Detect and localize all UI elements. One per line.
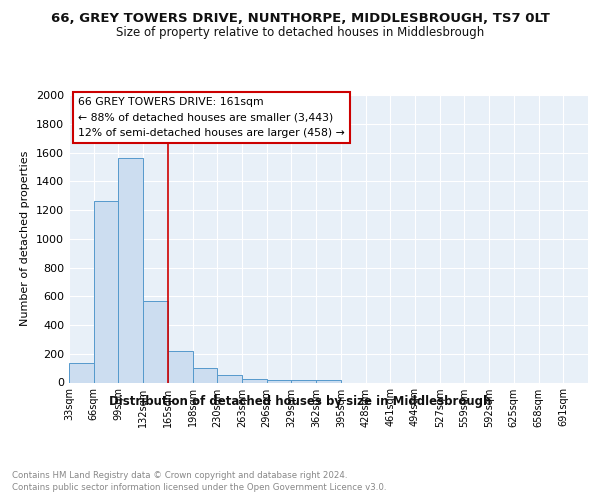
Bar: [168, 351, 193, 382]
Text: Distribution of detached houses by size in Middlesbrough: Distribution of detached houses by size …: [109, 395, 491, 408]
Bar: [242, 379, 267, 382]
Bar: [316, 380, 341, 382]
Bar: [94, 200, 118, 382]
Bar: [118, 158, 143, 382]
Bar: [292, 380, 316, 382]
Bar: [193, 368, 217, 382]
Text: Size of property relative to detached houses in Middlesbrough: Size of property relative to detached ho…: [116, 26, 484, 39]
Bar: [143, 300, 168, 382]
Bar: [217, 376, 242, 382]
Text: 66, GREY TOWERS DRIVE, NUNTHORPE, MIDDLESBROUGH, TS7 0LT: 66, GREY TOWERS DRIVE, NUNTHORPE, MIDDLE…: [50, 12, 550, 26]
Y-axis label: Number of detached properties: Number of detached properties: [20, 151, 31, 326]
Bar: [69, 363, 94, 382]
Text: Contains public sector information licensed under the Open Government Licence v3: Contains public sector information licen…: [12, 484, 386, 492]
Text: Contains HM Land Registry data © Crown copyright and database right 2024.: Contains HM Land Registry data © Crown c…: [12, 471, 347, 480]
Bar: [267, 380, 292, 382]
Text: 66 GREY TOWERS DRIVE: 161sqm
← 88% of detached houses are smaller (3,443)
12% of: 66 GREY TOWERS DRIVE: 161sqm ← 88% of de…: [78, 97, 345, 138]
